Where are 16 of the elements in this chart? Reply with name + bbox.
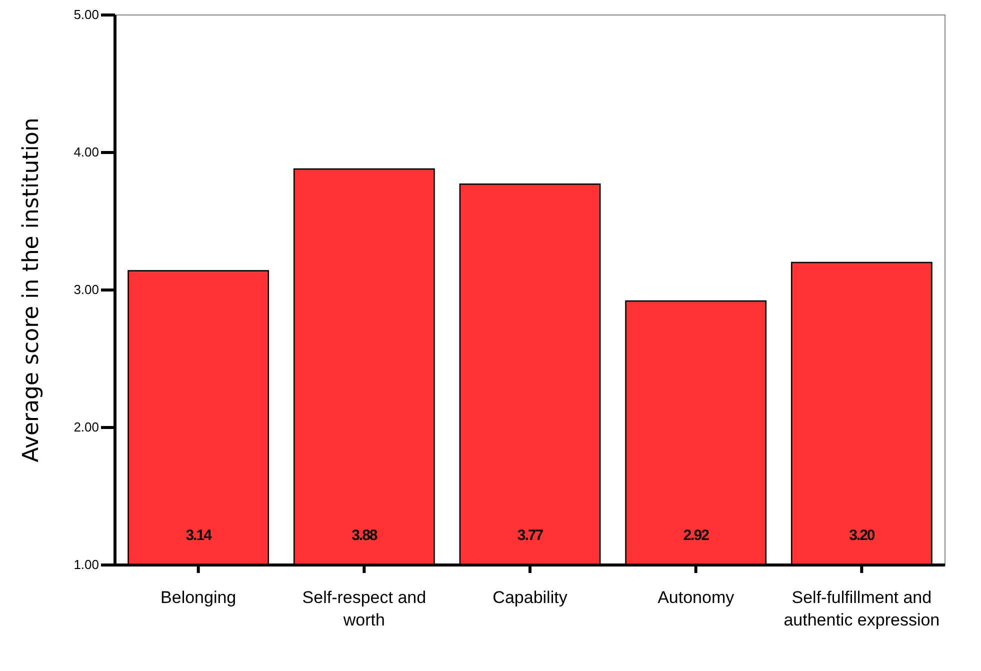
data-label: 2.92	[683, 527, 710, 544]
y-tick-label: 1.00	[74, 557, 99, 572]
y-tick-label: 2.00	[74, 420, 99, 435]
x-tick-label: Self-fulfillment and authentic expression	[784, 588, 940, 630]
data-label: 3.88	[352, 527, 378, 544]
y-tick-label: 5.00	[74, 7, 99, 22]
x-tick-label: Belonging	[160, 588, 236, 608]
y-tick-label: 4.00	[74, 144, 99, 160]
data-label: 3.77	[517, 527, 544, 544]
x-tick-label: Self-respect and worth	[302, 588, 426, 630]
data-label: 3.14	[186, 527, 213, 544]
y-axis-title: Average score in the institution	[19, 118, 44, 462]
data-label: 3.20	[849, 527, 875, 544]
x-tick-label: Autonomy	[658, 588, 735, 608]
y-tick-label: 3.00	[74, 282, 99, 298]
x-tick-label: Capability	[492, 588, 568, 608]
